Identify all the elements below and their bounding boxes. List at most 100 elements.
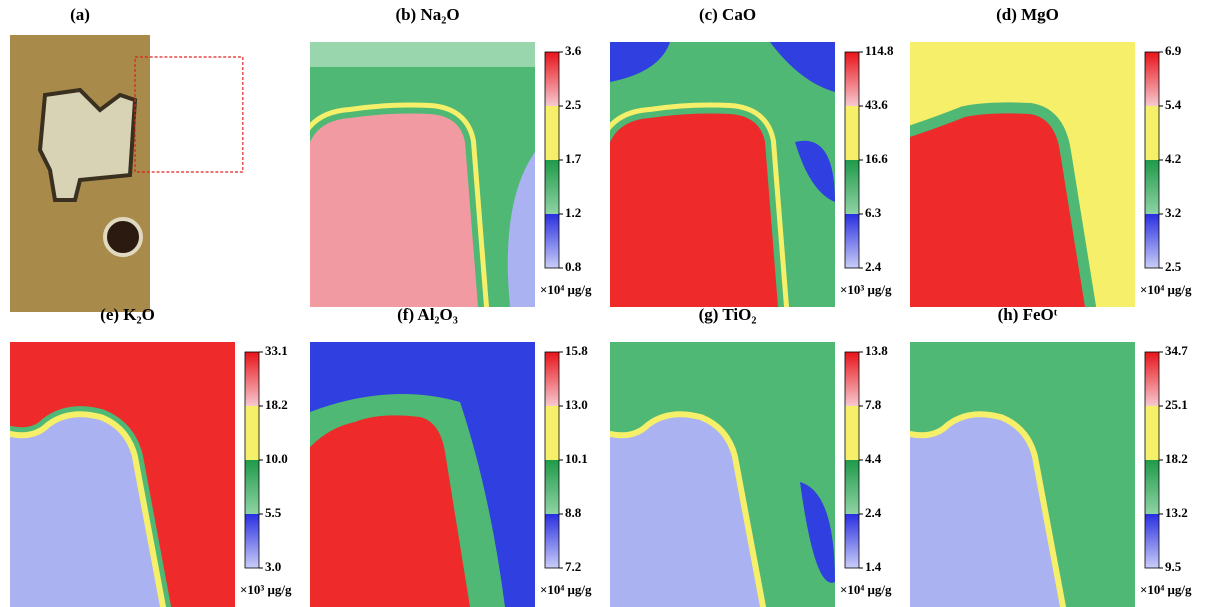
colorbar-tick-label: 25.1 <box>1165 397 1188 412</box>
colorbar-unit: ×10⁴ μg/g <box>1140 582 1192 597</box>
colorbar-segment <box>845 514 859 568</box>
map-panel: 3.6 2.5 1.7 1.2 0.8 ×10⁴ μg/g (b) Na₂O <box>310 5 592 307</box>
colorbar-tick-label: 13.2 <box>1165 505 1188 520</box>
panel-title: (g) TiO₂ <box>699 305 757 324</box>
panel-title: (f) Al₂O₃ <box>397 305 458 324</box>
map-core <box>310 415 470 607</box>
panel-title: (c) CaO <box>699 5 756 24</box>
map-core <box>610 417 760 607</box>
colorbar-segment <box>245 514 259 568</box>
map-panel: 34.7 25.1 18.2 13.2 9.5 ×10⁴ μg/g (h) FeOᵗ <box>910 305 1192 607</box>
colorbar-tick-label: 3.0 <box>265 559 281 574</box>
colorbar-segment <box>845 52 859 106</box>
colorbar-tick-label: 0.8 <box>565 259 582 274</box>
colorbar-tick-label: 33.1 <box>265 343 288 358</box>
colorbar-segment <box>1145 52 1159 106</box>
colorbar-tick-label: 6.9 <box>1165 43 1182 58</box>
map-region <box>795 140 835 202</box>
map-panel: 15.8 13.0 10.1 8.8 7.2 ×10⁴ μg/g (f) Al₂O₃ <box>310 305 592 607</box>
colorbar-tick-label: 1.2 <box>565 205 581 220</box>
colorbar-tick-label: 4.2 <box>1165 151 1181 166</box>
photo-panel: 200 μm (a) <box>10 5 244 312</box>
element-map <box>310 342 535 607</box>
map-core <box>310 113 478 307</box>
map-core <box>610 113 778 307</box>
colorbar-segment <box>1145 460 1159 514</box>
colorbar-tick-label: 5.4 <box>1165 97 1182 112</box>
colorbar-segment <box>545 106 559 160</box>
map-region <box>310 342 535 607</box>
colorbar-unit: ×10⁴ μg/g <box>840 582 892 597</box>
colorbar-unit: ×10³ μg/g <box>840 282 892 297</box>
map-region <box>800 482 835 583</box>
colorbar-tick-label: 2.5 <box>565 97 582 112</box>
panel-title: (a) <box>70 5 90 24</box>
colorbar-tick-label: 34.7 <box>1165 343 1188 358</box>
colorbar-segment <box>545 406 559 460</box>
colorbar-tick-label: 10.0 <box>265 451 288 466</box>
colorbar-segment <box>545 214 559 268</box>
element-map <box>910 42 1135 307</box>
colorbar-segment <box>1145 106 1159 160</box>
element-map <box>10 342 235 607</box>
colorbar-tick-label: 1.7 <box>565 151 582 166</box>
colorbar-segment <box>245 352 259 406</box>
colorbar-tick-label: 3.2 <box>1165 205 1181 220</box>
colorbar-tick-label: 4.4 <box>865 451 882 466</box>
colorbar-segment <box>845 406 859 460</box>
panel-title: (d) MgO <box>996 5 1059 24</box>
element-map <box>310 42 535 307</box>
colorbar-segment <box>245 460 259 514</box>
scale-bar-label: 200 μm <box>187 271 231 286</box>
colorbar-tick-label: 2.4 <box>865 259 882 274</box>
colorbar-tick-label: 10.1 <box>565 451 588 466</box>
colorbar-tick-label: 7.2 <box>565 559 581 574</box>
colorbar-segment <box>845 106 859 160</box>
map-region <box>610 42 670 82</box>
colorbar-tick-label: 18.2 <box>265 397 288 412</box>
colorbar-tick-label: 2.5 <box>1165 259 1182 274</box>
colorbar-segment <box>245 406 259 460</box>
colorbar-segment <box>1145 214 1159 268</box>
colorbar-tick-label: 1.4 <box>865 559 882 574</box>
map-core <box>910 417 1060 607</box>
colorbar-tick-label: 16.6 <box>865 151 888 166</box>
colorbar-segment <box>845 352 859 406</box>
colorbar-unit: ×10⁴ μg/g <box>540 282 592 297</box>
colorbar-segment <box>1145 406 1159 460</box>
colorbar-tick-label: 3.6 <box>565 43 582 58</box>
colorbar-tick-label: 114.8 <box>865 43 894 58</box>
colorbar-unit: ×10⁴ μg/g <box>1140 282 1192 297</box>
colorbar-segment <box>545 52 559 106</box>
colorbar-tick-label: 6.3 <box>865 205 882 220</box>
colorbar-segment <box>545 352 559 406</box>
map-panel: 13.8 7.8 4.4 2.4 1.4 ×10⁴ μg/g (g) TiO₂ <box>610 305 892 607</box>
map-region <box>507 152 535 307</box>
map-region <box>770 42 835 92</box>
colorbar-tick-label: 5.5 <box>265 505 282 520</box>
panel-title: (e) K₂O <box>100 305 155 324</box>
colorbar-segment <box>845 460 859 514</box>
colorbar-segment <box>845 160 859 214</box>
map-region <box>310 42 535 67</box>
colorbar-tick-label: 13.0 <box>565 397 588 412</box>
colorbar-segment <box>545 160 559 214</box>
map-panel: 114.8 43.6 16.6 6.3 2.4 ×10³ μg/g (c) CaO <box>610 5 894 307</box>
map-core <box>910 113 1085 307</box>
map-core <box>10 417 160 607</box>
colorbar-segment <box>1145 160 1159 214</box>
colorbar-tick-label: 7.8 <box>865 397 882 412</box>
panel-title: (h) FeOᵗ <box>998 305 1058 324</box>
colorbar-tick-label: 2.4 <box>865 505 882 520</box>
element-map <box>610 42 835 307</box>
colorbar-segment <box>1145 514 1159 568</box>
colorbar-tick-label: 18.2 <box>1165 451 1188 466</box>
colorbar-tick-label: 9.5 <box>1165 559 1182 574</box>
element-map <box>910 342 1135 607</box>
colorbar-tick-label: 8.8 <box>565 505 582 520</box>
map-panel: 33.1 18.2 10.0 5.5 3.0 ×10³ μg/g (e) K₂O <box>10 305 292 607</box>
element-map <box>610 342 835 607</box>
colorbar-segment <box>545 514 559 568</box>
panel-title: (b) Na₂O <box>395 5 459 24</box>
